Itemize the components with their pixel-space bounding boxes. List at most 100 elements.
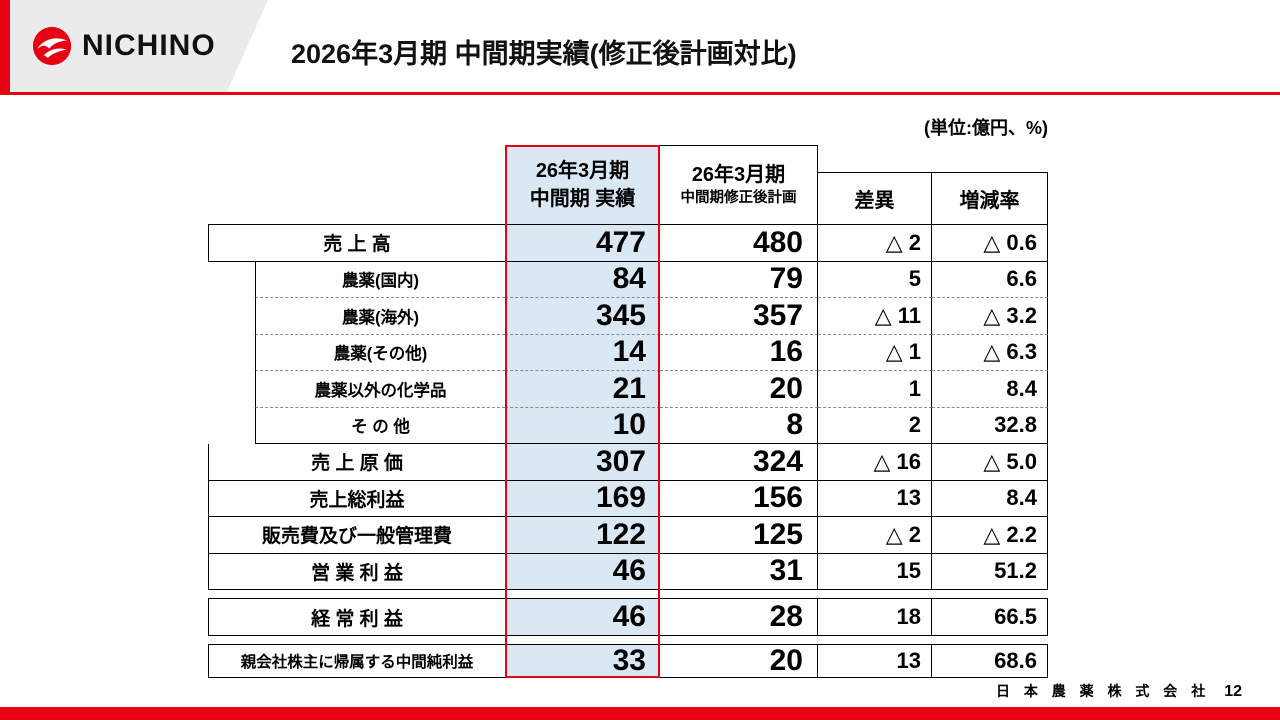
- row-label: 農薬以外の化学品: [255, 371, 505, 408]
- plan-value-cell: 156: [660, 480, 818, 517]
- rate-value-cell: 8.4: [932, 480, 1048, 517]
- results-table: 26年3月期 中間期 実績 26年3月期 中間期修正後計画 差異 増減率 売 上…: [208, 145, 1048, 678]
- table-row: 農薬以外の化学品 21 20 1 8.4: [208, 371, 1048, 408]
- actual-value-cell: 46: [505, 553, 660, 590]
- table-row: 親会社株主に帰属する中間純利益 33 20 13 68.6: [208, 644, 1048, 678]
- row-label: 売 上 高: [208, 225, 505, 262]
- row-label: 営 業 利 益: [208, 553, 505, 590]
- diff-value-cell: 1: [818, 371, 932, 408]
- table-block-2: 経 常 利 益 46 28 18 66.5: [208, 598, 1048, 636]
- actual-value-cell: 46: [505, 598, 660, 636]
- rate-value-cell: △ 6.3: [932, 334, 1048, 371]
- row-label: 農薬(国内): [255, 261, 505, 298]
- rate-value-cell: 32.8: [932, 407, 1048, 444]
- indent-spacer: [208, 408, 255, 445]
- col-header-actual: 26年3月期 中間期 実績: [505, 145, 660, 225]
- actual-value-cell: 14: [505, 334, 660, 371]
- plan-value-cell: 28: [660, 598, 818, 636]
- col-header-diff: 差異: [818, 145, 932, 225]
- table-row: 販売費及び一般管理費 122 125 △ 2 △ 2.2: [208, 517, 1048, 554]
- col-header-diff-label: 差異: [818, 172, 932, 225]
- actual-value-cell: 345: [505, 298, 660, 335]
- col-header-plan-line2: 中間期修正後計画: [680, 189, 797, 206]
- table-row: 経 常 利 益 46 28 18 66.5: [208, 598, 1048, 636]
- table-block-1: 26年3月期 中間期 実績 26年3月期 中間期修正後計画 差異 増減率 売 上…: [208, 145, 1048, 590]
- table-body-ordinary-income: 経 常 利 益 46 28 18 66.5: [208, 598, 1048, 636]
- indent-spacer: [208, 335, 255, 372]
- plan-value-cell: 324: [660, 444, 818, 481]
- actual-value-cell: 21: [505, 371, 660, 408]
- diff-value-cell: 18: [818, 598, 932, 636]
- table-row: 農薬(海外) 345 357 △ 11 △ 3.2: [208, 298, 1048, 335]
- plan-value-cell: 79: [660, 261, 818, 298]
- diff-value-cell: △ 2: [818, 517, 932, 554]
- diff-value-cell: △ 2: [818, 225, 932, 262]
- row-label: 経 常 利 益: [208, 598, 505, 636]
- actual-value-cell: 169: [505, 480, 660, 517]
- diff-value-cell: 13: [818, 644, 932, 678]
- row-label: 農薬(その他): [255, 334, 505, 371]
- rate-value-cell: △ 5.0: [932, 444, 1048, 481]
- diff-value-cell: 5: [818, 261, 932, 298]
- row-label-cell: 農薬(海外): [208, 298, 505, 335]
- footer-company-name: 日 本 農 薬 株 式 会 社: [995, 683, 1211, 699]
- slide-title: 2026年3月期 中間期実績(修正後計画対比): [291, 39, 797, 69]
- row-label: 売 上 原 価: [208, 444, 505, 481]
- row-label-cell: 農薬(国内): [208, 261, 505, 298]
- indent-spacer: [208, 298, 255, 335]
- actual-value-cell: 307: [505, 444, 660, 481]
- diff-value-cell: △ 11: [818, 298, 932, 335]
- rate-value-cell: △ 0.6: [932, 225, 1048, 262]
- row-label: 販売費及び一般管理費: [208, 517, 505, 554]
- unit-note: (単位:億円、%): [924, 118, 1048, 138]
- diff-value-cell: △ 16: [818, 444, 932, 481]
- row-label: 農薬(海外): [255, 298, 505, 335]
- actual-value-cell: 10: [505, 407, 660, 444]
- plan-value-cell: 20: [660, 644, 818, 678]
- table-row: 農薬(国内) 84 79 5 6.6: [208, 261, 1048, 298]
- table-row: 売 上 原 価 307 324 △ 16 △ 5.0: [208, 444, 1048, 481]
- rate-value-cell: 51.2: [932, 553, 1048, 590]
- indent-spacer: [208, 371, 255, 408]
- plan-value-cell: 31: [660, 553, 818, 590]
- table-row: 農薬(その他) 14 16 △ 1 △ 6.3: [208, 334, 1048, 372]
- col-header-plan-line1: 26年3月期: [691, 163, 786, 186]
- table-row: 売 上 高 477 480 △ 2 △ 0.6: [208, 225, 1048, 262]
- table-header-row: 26年3月期 中間期 実績 26年3月期 中間期修正後計画 差異 増減率: [208, 145, 1048, 225]
- nichino-logo-text: NICHINO: [82, 29, 216, 62]
- row-label: そ の 他: [255, 407, 505, 444]
- col-header-rate-label: 増減率: [932, 172, 1048, 225]
- table-body-main: 売 上 高 477 480 △ 2 △ 0.6 農薬(国内) 84 79 5 6.6 農薬(海外) 3…: [208, 225, 1048, 590]
- table-body-net-income: 親会社株主に帰属する中間純利益 33 20 13 68.6: [208, 644, 1048, 678]
- row-label-cell: 農薬以外の化学品: [208, 371, 505, 408]
- col-header-rate: 増減率: [932, 145, 1048, 225]
- actual-value-cell: 477: [505, 225, 660, 262]
- rate-value-cell: 8.4: [932, 371, 1048, 408]
- plan-value-cell: 357: [660, 298, 818, 335]
- diff-value-cell: 15: [818, 553, 932, 590]
- rate-value-cell: 68.6: [932, 644, 1048, 678]
- diff-value-cell: △ 1: [818, 334, 932, 371]
- page-number: 12: [1224, 683, 1242, 700]
- rate-value-cell: 66.5: [932, 598, 1048, 636]
- actual-value-cell: 33: [505, 644, 660, 678]
- row-label: 親会社株主に帰属する中間純利益: [208, 644, 505, 678]
- header-divider-line: [0, 92, 1280, 95]
- plan-value-cell: 8: [660, 407, 818, 444]
- plan-value-cell: 20: [660, 371, 818, 408]
- corner-cell: [208, 145, 505, 225]
- logo-area: NICHINO: [10, 0, 268, 92]
- nichino-logo-icon: [32, 26, 72, 66]
- table-row: 営 業 利 益 46 31 15 51.2: [208, 553, 1048, 590]
- diff-value-cell: 13: [818, 480, 932, 517]
- plan-value-cell: 125: [660, 517, 818, 554]
- col-header-actual-line2: 中間期 実績: [529, 187, 636, 210]
- left-accent-bar: [0, 0, 10, 95]
- footer: 日 本 農 薬 株 式 会 社 12: [996, 681, 1242, 701]
- table-row: そ の 他 10 8 2 32.8: [208, 407, 1048, 445]
- row-label-cell: 農薬(その他): [208, 334, 505, 372]
- col-header-plan: 26年3月期 中間期修正後計画: [660, 145, 818, 225]
- actual-value-cell: 84: [505, 261, 660, 298]
- rate-value-cell: 6.6: [932, 261, 1048, 298]
